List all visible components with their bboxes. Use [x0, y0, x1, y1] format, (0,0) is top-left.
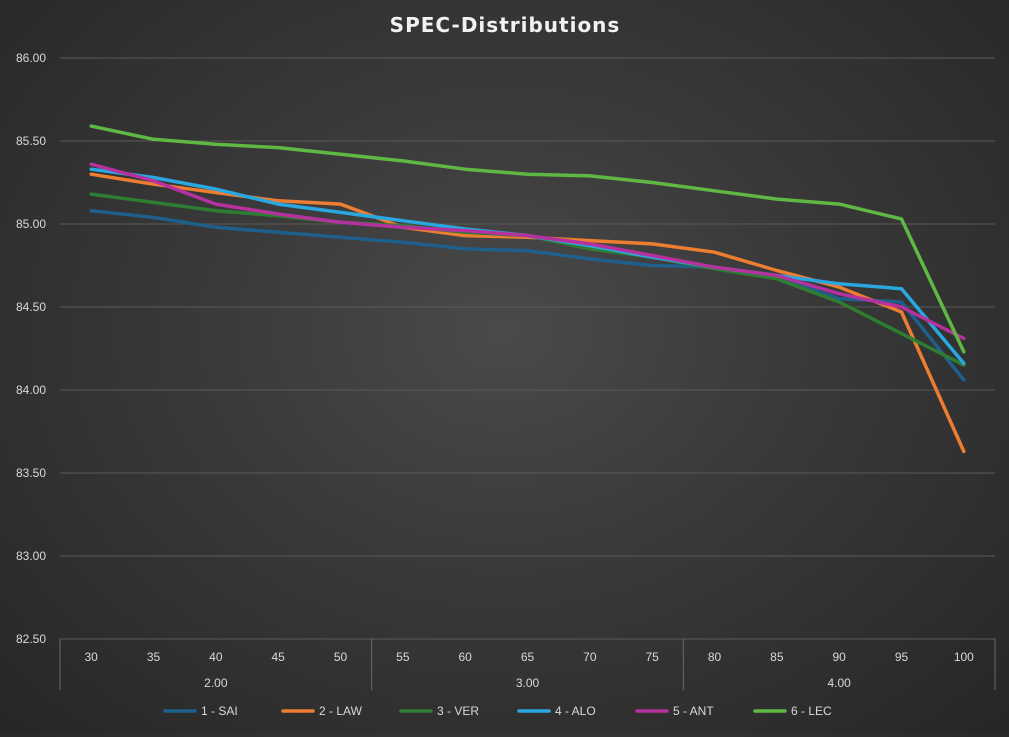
- y-tick-label: 82.50: [16, 632, 46, 646]
- y-tick-label: 83.50: [16, 466, 46, 480]
- x-tick-label: 55: [396, 650, 410, 664]
- x-tick-label: 65: [521, 650, 535, 664]
- x-tick-label: 70: [583, 650, 597, 664]
- legend: 1 - SAI 2 - LAW 3 - VER 4 - ALO 5 - ANT 6 - L…: [163, 704, 832, 718]
- x-tick-label: 75: [645, 650, 659, 664]
- series-line-4: [89, 167, 966, 366]
- series-line-6: [89, 124, 966, 354]
- y-tick-label: 85.00: [16, 217, 46, 231]
- legend-label-3: 3 - VER: [437, 704, 479, 718]
- series-line-1: [89, 208, 966, 382]
- series-lines: [89, 124, 966, 454]
- legend-label-5: 5 - ANT: [673, 704, 714, 718]
- legend-label-4: 4 - ALO: [555, 704, 596, 718]
- x-tick-label: 45: [271, 650, 285, 664]
- legend-label-6: 6 - LEC: [791, 704, 832, 718]
- series-line-5: [89, 162, 966, 341]
- x-tick-label: 90: [832, 650, 846, 664]
- x-tick-label: 30: [84, 650, 98, 664]
- y-tick-label: 83.00: [16, 549, 46, 563]
- x-group-label: 3.00: [516, 676, 540, 690]
- y-tick-label: 84.50: [16, 300, 46, 314]
- legend-label-1: 1 - SAI: [201, 704, 238, 718]
- x-group-label: 2.00: [204, 676, 228, 690]
- chart-title: SPEC-Distributions: [390, 13, 621, 37]
- x-group-label: 4.00: [827, 676, 851, 690]
- grid-lines: [60, 57, 995, 640]
- series-line-3: [89, 192, 966, 367]
- y-tick-label: 85.50: [16, 134, 46, 148]
- x-tick-label: 60: [458, 650, 472, 664]
- x-tick-label: 50: [334, 650, 348, 664]
- x-tick-label: 80: [708, 650, 722, 664]
- x-tick-label: 40: [209, 650, 223, 664]
- x-tick-label: 100: [954, 650, 974, 664]
- x-tick-label: 85: [770, 650, 784, 664]
- y-tick-label: 86.00: [16, 51, 46, 65]
- x-tick-label: 35: [147, 650, 161, 664]
- legend-label-2: 2 - LAW: [319, 704, 363, 718]
- y-tick-label: 84.00: [16, 383, 46, 397]
- axes: 82.50 83.00 83.50 84.00 84.50 85.00 85.50 86.00…: [16, 51, 996, 690]
- series-line-2: [89, 172, 966, 454]
- x-tick-label: 95: [895, 650, 909, 664]
